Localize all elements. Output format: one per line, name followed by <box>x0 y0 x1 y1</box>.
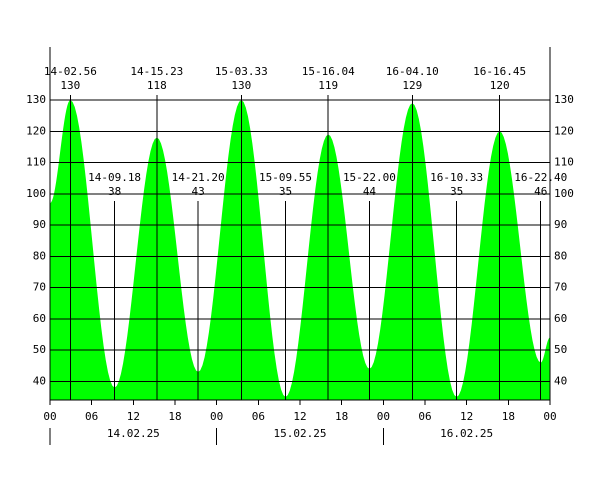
x-tick-label: 06 <box>252 410 265 423</box>
extreme-time: 16-04.10 <box>386 65 439 78</box>
extreme-time: 14-09.18 <box>88 171 141 184</box>
extreme-height: 43 <box>192 185 205 198</box>
y-tick-label-right: 130 <box>554 93 574 106</box>
extreme-height: 120 <box>490 79 510 92</box>
day-label: 14.02.25 <box>107 427 160 440</box>
y-tick-label: 50 <box>33 343 46 356</box>
y-tick-label-right: 50 <box>554 343 567 356</box>
x-tick-label: 18 <box>168 410 181 423</box>
extreme-height: 35 <box>450 185 463 198</box>
day-label: 16.02.25 <box>440 427 493 440</box>
extreme-time: 16-10.33 <box>430 171 483 184</box>
x-tick-label: 06 <box>418 410 431 423</box>
y-tick-label-right: 120 <box>554 124 574 137</box>
x-tick-label: 00 <box>43 410 56 423</box>
y-tick-label: 80 <box>33 249 46 262</box>
y-tick-label: 100 <box>26 187 46 200</box>
extreme-time: 14-02.56 <box>44 65 97 78</box>
y-tick-label: 90 <box>33 218 46 231</box>
extreme-height: 38 <box>108 185 121 198</box>
x-tick-label: 00 <box>377 410 390 423</box>
y-tick-label-right: 60 <box>554 312 567 325</box>
y-tick-label: 40 <box>33 374 46 387</box>
extreme-height: 130 <box>231 79 251 92</box>
extreme-height: 46 <box>534 185 547 198</box>
extreme-time: 14-15.23 <box>130 65 183 78</box>
y-tick-label-right: 110 <box>554 156 574 169</box>
x-tick-label: 00 <box>210 410 223 423</box>
x-tick-label: 00 <box>543 410 556 423</box>
extreme-height: 118 <box>147 79 167 92</box>
day-label: 15.02.25 <box>274 427 327 440</box>
extreme-time: 15-22.00 <box>343 171 396 184</box>
extreme-time: 15-16.04 <box>302 65 355 78</box>
extreme-height: 35 <box>279 185 292 198</box>
extreme-time: 15-03.33 <box>215 65 268 78</box>
extreme-time: 16-22.40 <box>514 171 567 184</box>
y-tick-label: 70 <box>33 281 46 294</box>
x-tick-label: 06 <box>85 410 98 423</box>
y-tick-label-right: 40 <box>554 374 567 387</box>
extreme-height: 129 <box>402 79 422 92</box>
y-tick-label-right: 90 <box>554 218 567 231</box>
x-tick-label: 12 <box>460 410 473 423</box>
y-tick-label: 130 <box>26 93 46 106</box>
extreme-time: 15-09.55 <box>259 171 312 184</box>
x-tick-label: 18 <box>335 410 348 423</box>
extreme-height: 44 <box>363 185 377 198</box>
y-tick-label: 120 <box>26 124 46 137</box>
x-tick-label: 12 <box>293 410 306 423</box>
y-tick-label-right: 80 <box>554 249 567 262</box>
extreme-height: 119 <box>318 79 338 92</box>
y-tick-label: 110 <box>26 156 46 169</box>
y-tick-label: 60 <box>33 312 46 325</box>
x-tick-label: 18 <box>502 410 515 423</box>
y-tick-label-right: 70 <box>554 281 567 294</box>
y-tick-label-right: 100 <box>554 187 574 200</box>
x-tick-label: 12 <box>127 410 140 423</box>
tide-area <box>50 100 550 401</box>
extreme-height: 130 <box>60 79 80 92</box>
extreme-time: 16-16.45 <box>473 65 526 78</box>
extreme-time: 14-21.20 <box>172 171 225 184</box>
